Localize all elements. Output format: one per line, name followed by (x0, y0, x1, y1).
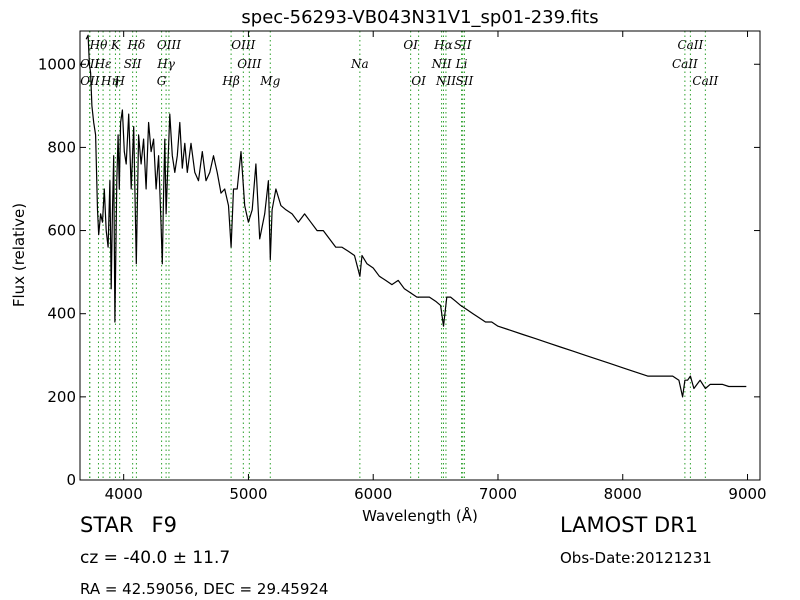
x-tick-label: 6000 (354, 485, 392, 503)
y-tick-label: 400 (47, 305, 76, 323)
spectral-line-label: OIII (157, 38, 181, 52)
classification: STAR F9 (80, 513, 177, 537)
spectral-line-label: Mg (259, 74, 280, 88)
y-tick-label: 200 (47, 388, 76, 406)
x-tick-label: 5000 (229, 485, 267, 503)
redshift-label: cz = -40.0 ± 11.7 (80, 548, 231, 568)
spectral-line-label: NII (431, 57, 452, 71)
spectral-line-label: Hθ (89, 38, 108, 52)
y-tick-label: 0 (66, 471, 76, 489)
spectral-line-label: SII (454, 38, 472, 52)
spectral-line-label: Hα (433, 38, 453, 52)
spectrum-series (85, 34, 747, 398)
spectral-line-label: CaII (677, 38, 703, 52)
spectral-line-label: OII (80, 74, 100, 88)
axis-ticks: 4000 5000 6000 7000 8000 9000 0 200 400 600 800 100… (38, 31, 767, 503)
spectral-line-label: Li (455, 57, 468, 71)
x-tick-label: 7000 (479, 485, 517, 503)
spectral-line-label: Hγ (156, 57, 175, 71)
y-tick-label: 1000 (38, 55, 76, 73)
spectral-line-label: SII (124, 57, 142, 71)
spectral-line-label: Hε (94, 57, 112, 71)
y-axis-label: Flux (relative) (10, 203, 28, 307)
coordinates-label: RA = 42.59056, DEC = 29.45924 (80, 580, 329, 598)
observation-date: Obs-Date:20121231 (560, 549, 712, 567)
y-tick-label: 600 (47, 222, 76, 240)
x-axis-label: Wavelength (Å) (362, 506, 478, 525)
spectral-line-label: OI (403, 38, 418, 52)
spectral-line-label: NII (435, 74, 456, 88)
spectral-line-label: OI (411, 74, 426, 88)
spectral-line-label: Hη (100, 74, 119, 88)
spectrum-line-0 (85, 34, 747, 398)
x-tick-label: 9000 (728, 485, 766, 503)
subclass-label: F9 (151, 513, 177, 537)
spectral-line-label: Na (350, 57, 369, 71)
spectral-line-label: H (113, 74, 125, 88)
y-tick-label: 800 (47, 138, 76, 156)
spectral-line-label: K (110, 38, 121, 52)
spectral-line-label: CaII (672, 57, 698, 71)
class-label: STAR (80, 513, 134, 537)
spectral-line-label: OIII (237, 57, 261, 71)
x-tick-label: 8000 (604, 485, 642, 503)
spectral-line-label: CaII (692, 74, 718, 88)
spectral-line-label: Hδ (127, 38, 146, 52)
spectral-line-label: OIII (231, 38, 255, 52)
survey-label: LAMOST DR1 (560, 513, 699, 537)
spectral-line-label: Hβ (221, 74, 239, 88)
chart-title: spec-56293-VB043N31V1_sp01-239.fits (241, 7, 598, 28)
x-tick-label: 4000 (105, 485, 143, 503)
spectral-line-label: SII (456, 74, 474, 88)
spectral-line-label: G (157, 74, 167, 88)
plot-frame (79, 30, 761, 481)
